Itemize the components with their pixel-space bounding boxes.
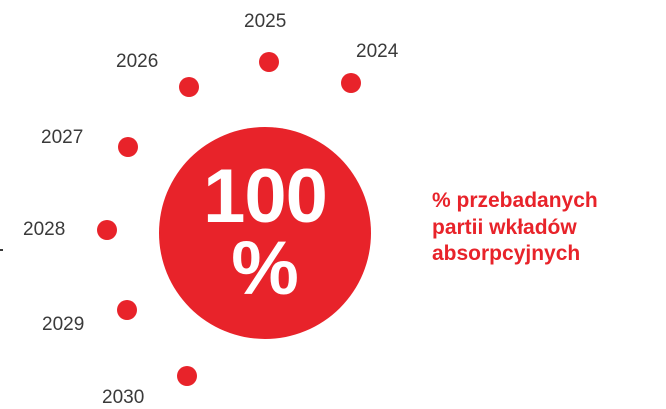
percentage-circle: 100 % xyxy=(159,127,371,339)
description-line-1: % przebadanych xyxy=(432,189,598,212)
description-line-3: absorpcyjnych xyxy=(432,242,581,266)
timeline-year-2030: 2030 xyxy=(102,387,145,408)
timeline-dot-2026 xyxy=(179,77,199,97)
timeline-year-2026: 2026 xyxy=(116,51,159,72)
edge-mark xyxy=(0,249,3,251)
timeline-year-2024: 2024 xyxy=(356,41,399,62)
timeline-year-2028: 2028 xyxy=(23,219,66,240)
description-text: % przebadanych partii wkładów absorpcyjn… xyxy=(432,188,662,268)
timeline-dot-2025 xyxy=(259,52,279,72)
timeline-dot-2027 xyxy=(118,137,138,157)
timeline-dot-2024 xyxy=(341,73,361,93)
timeline-dot-2030 xyxy=(177,366,197,386)
percentage-unit: % xyxy=(231,226,299,311)
timeline-year-2025: 2025 xyxy=(244,11,287,32)
timeline-year-2027: 2027 xyxy=(41,127,84,148)
timeline-year-2029: 2029 xyxy=(42,314,85,335)
timeline-dot-2029 xyxy=(117,300,137,320)
percentage-value: 100 xyxy=(203,153,328,239)
description-line-2: partii wkładów xyxy=(432,215,577,239)
timeline-dot-2028 xyxy=(97,220,117,240)
